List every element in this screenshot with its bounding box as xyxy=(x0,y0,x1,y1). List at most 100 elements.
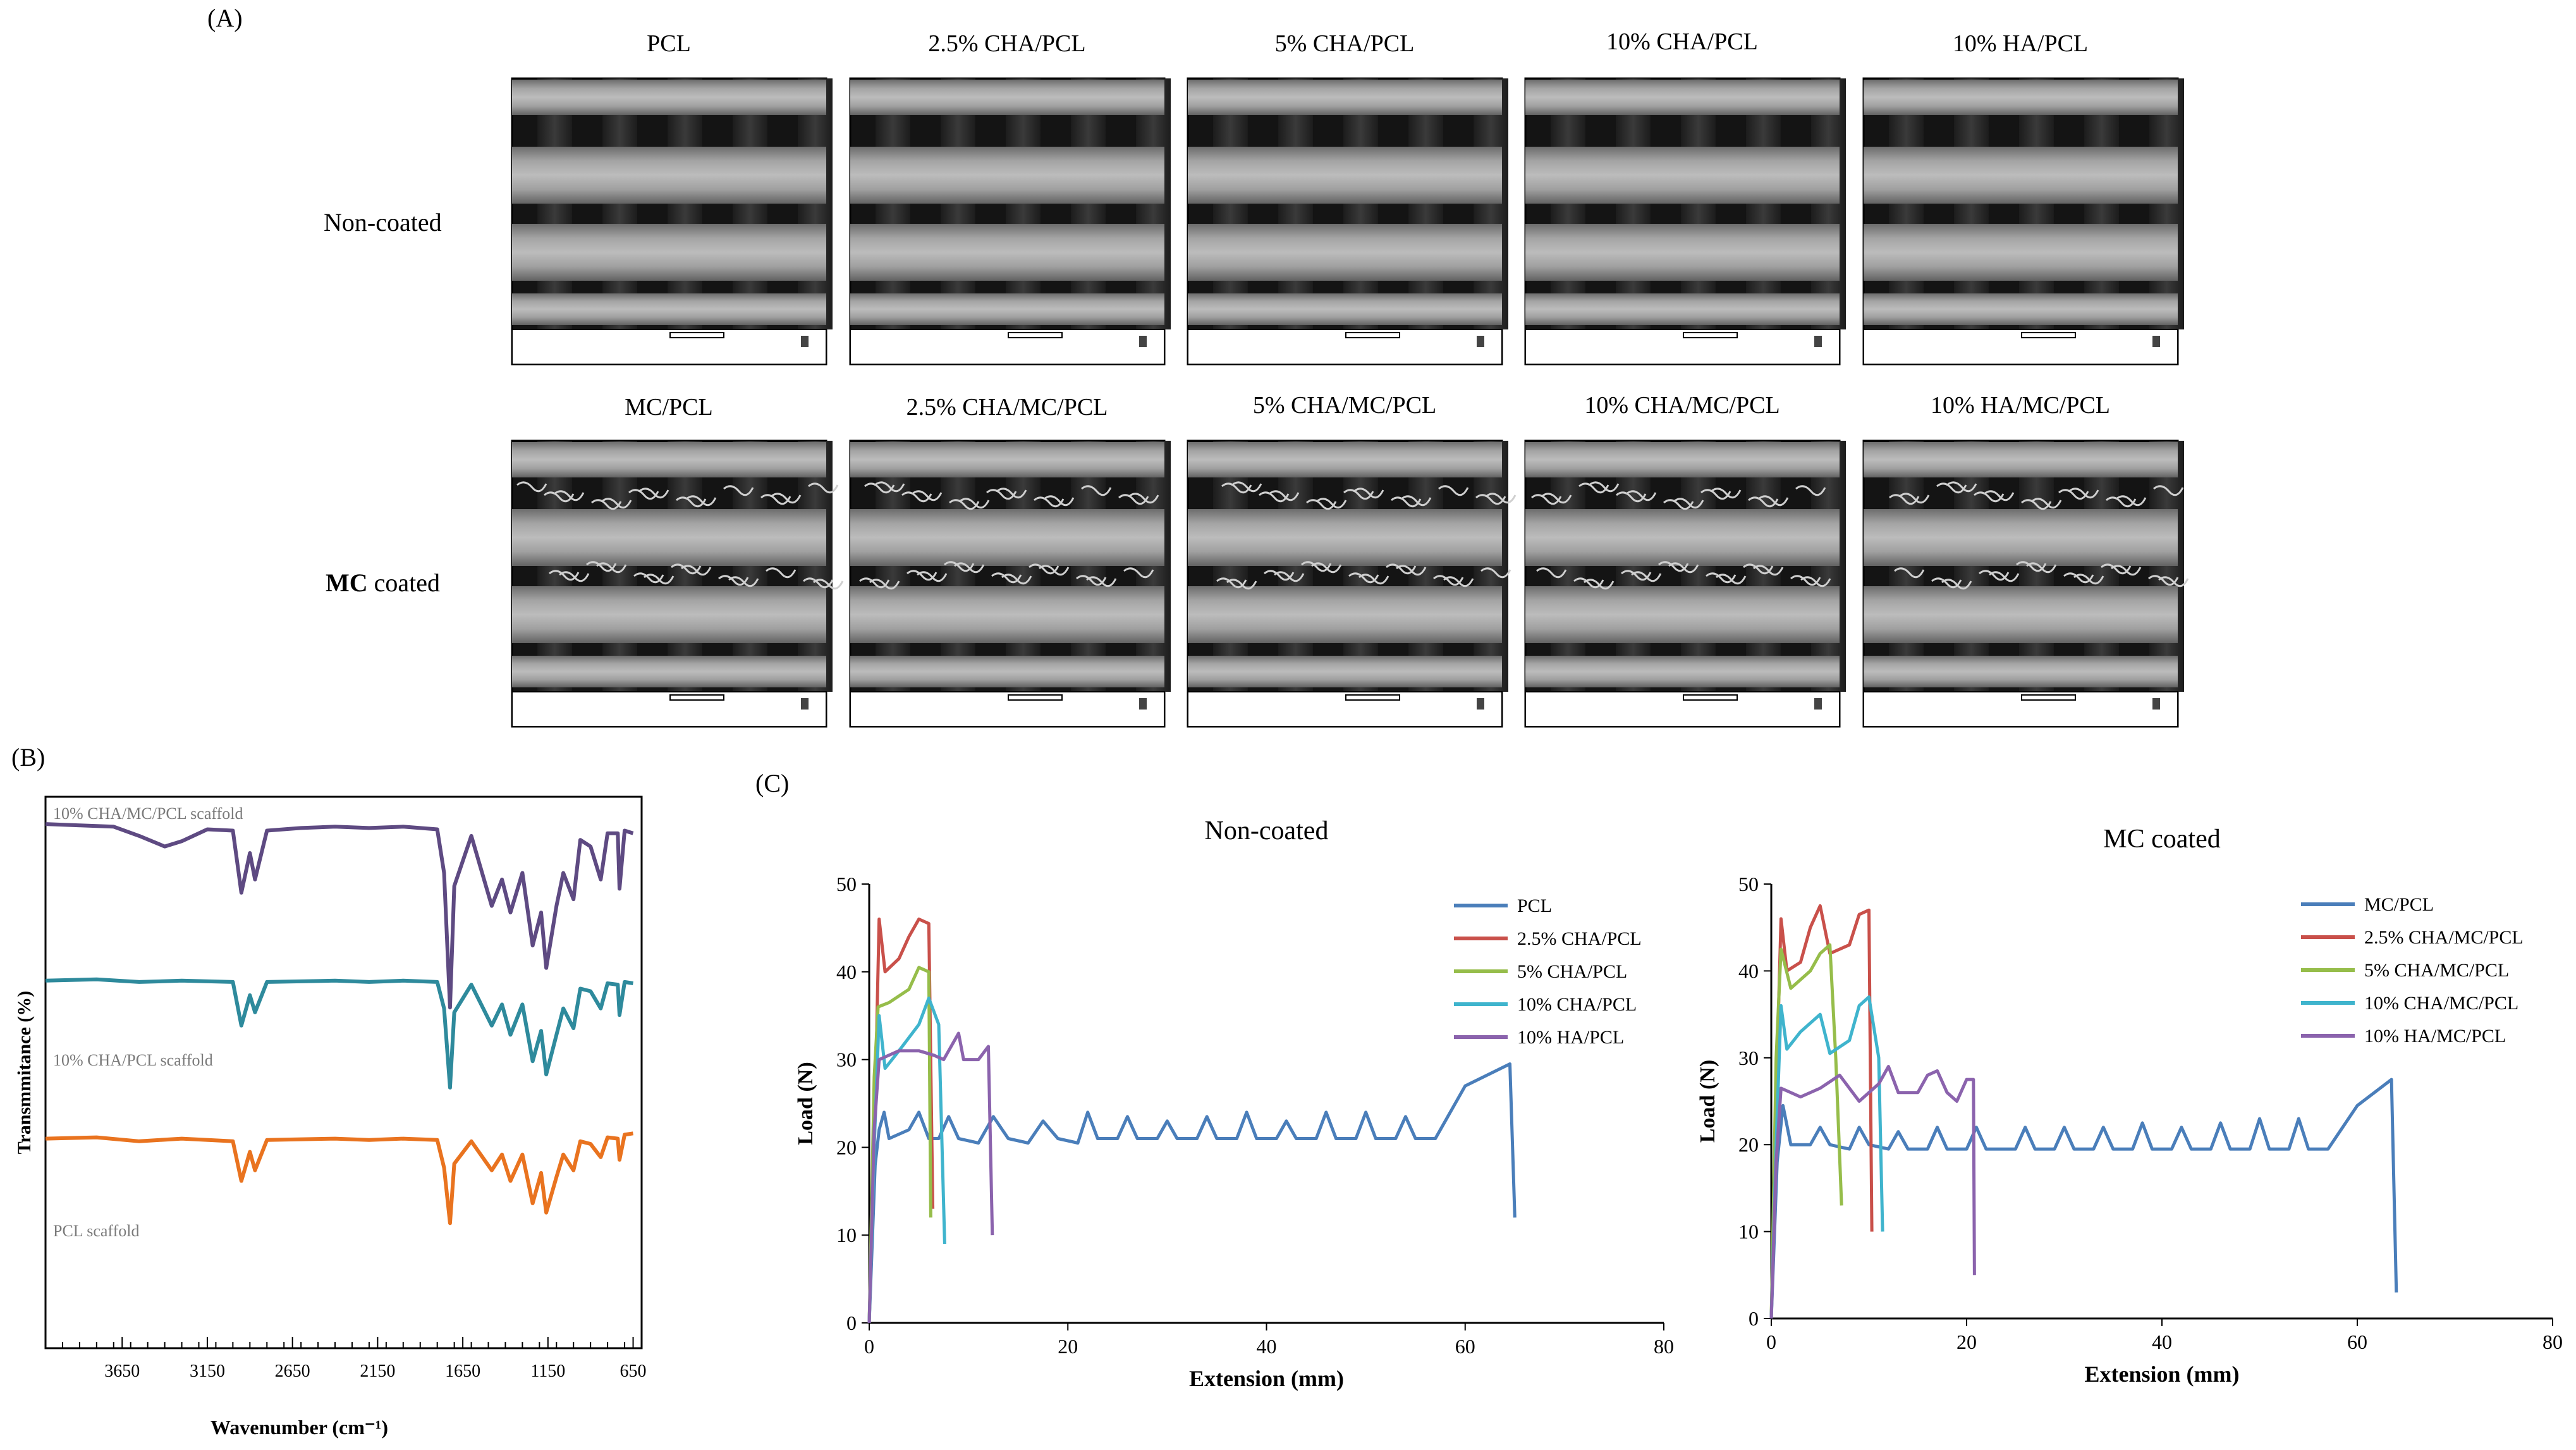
sem-horizontal-fiber xyxy=(1864,509,2178,566)
sem-vertical-fiber xyxy=(1811,441,1846,692)
tensile-x-tick-label: 60 xyxy=(1455,1335,1475,1358)
sem-horizontal-fiber xyxy=(1188,224,1502,281)
sem-vertical-fiber xyxy=(2019,78,2054,329)
tensile-title: MC coated xyxy=(2103,825,2220,854)
sem-horizontal-fiber xyxy=(850,147,1164,204)
sem-coating-strand xyxy=(1626,490,1657,501)
sem-coating-strand xyxy=(1306,499,1337,510)
sem-coating-strand xyxy=(1658,561,1689,572)
sem-coating-strand xyxy=(859,577,890,589)
sem-title: 10% HA/PCL xyxy=(1952,30,2089,57)
tensile-series-line xyxy=(1769,1065,1976,1319)
sem-info-bar xyxy=(1863,691,2178,727)
sem-horizontal-fiber xyxy=(1525,442,1840,477)
sem-horizontal-fiber xyxy=(1864,147,2178,204)
sem-info-bar xyxy=(850,329,1165,365)
sem-vertical-fiber xyxy=(2019,441,2054,692)
ftir-trace-label: 10% CHA/MC/PCL scaffold xyxy=(53,804,243,823)
sem-vertical-fiber xyxy=(1213,78,1248,329)
legend-label: 2.5% CHA/MC/PCL xyxy=(2364,927,2524,948)
sem-coating-strand xyxy=(1316,498,1347,509)
sem-horizontal-fiber xyxy=(1525,224,1840,281)
sem-coating-strand xyxy=(1221,482,1252,494)
sem-title: MC/PCL xyxy=(625,394,713,421)
tensile-y-tick-label: 0 xyxy=(846,1312,857,1334)
tensile-x-tick-label: 80 xyxy=(2542,1330,2563,1353)
sem-coating-strand xyxy=(1931,577,1962,589)
sem-coating-strand xyxy=(803,577,834,589)
sem-coating-strand xyxy=(628,489,659,500)
sem-logo-mark xyxy=(2152,698,2160,710)
ftir-x-tick-label: 1150 xyxy=(530,1361,565,1381)
sem-coating-strand xyxy=(1894,567,1925,579)
sem-vertical-fiber xyxy=(1474,441,1508,692)
legend-label: 5% CHA/PCL xyxy=(1517,961,1627,982)
sem-horizontal-fiber xyxy=(1188,80,1502,115)
ftir-x-tick-label: 3650 xyxy=(104,1361,140,1381)
sem-horizontal-fiber xyxy=(850,656,1164,687)
panel-b-letter: (B) xyxy=(11,743,46,771)
sem-coating-strand xyxy=(2016,561,2047,572)
tensile-y-tick-label: 20 xyxy=(836,1136,857,1158)
sem-vertical-fiber xyxy=(1343,441,1378,692)
legend-label: 10% HA/MC/PCL xyxy=(2364,1026,2506,1047)
sem-horizontal-fiber xyxy=(1864,656,2178,687)
sem-horizontal-fiber xyxy=(1864,442,2178,477)
sem-vertical-fiber xyxy=(876,441,910,692)
sem-coating-strand xyxy=(1486,493,1517,504)
sem-coating-strand xyxy=(1438,485,1469,496)
sem-vertical-fiber xyxy=(1616,441,1651,692)
sem-coating-strand xyxy=(1743,563,1774,575)
sem-horizontal-fiber xyxy=(1864,586,2178,643)
sem-coating-strand xyxy=(1536,567,1567,579)
sem-vertical-fiber xyxy=(1136,78,1171,329)
sem-vertical-fiber xyxy=(733,441,767,692)
sem-horizontal-fiber xyxy=(1188,509,1502,566)
sem-coating-strand xyxy=(1348,572,1379,584)
sem-coating-strand xyxy=(1795,485,1826,496)
tensile-x-tick-label: 80 xyxy=(1654,1335,1674,1358)
sem-coating-strand xyxy=(2021,499,2052,510)
sem-coating-strand xyxy=(944,561,975,572)
panel-c-letter: (C) xyxy=(755,769,790,797)
ftir-trace xyxy=(45,1131,633,1226)
sem-logo-mark xyxy=(801,336,809,347)
sem-horizontal-fiber xyxy=(512,147,826,204)
tensile-y-tick-label: 40 xyxy=(1738,959,1759,982)
sem-coating-strand xyxy=(1480,567,1511,579)
sem-vertical-fiber xyxy=(1616,78,1651,329)
sem-vertical-fiber xyxy=(1343,78,1378,329)
sem-coating-strand xyxy=(2101,563,2132,575)
tensile-x-tick-label: 20 xyxy=(1058,1335,1078,1358)
tensile-x-tick-label: 0 xyxy=(864,1335,874,1358)
sem-horizontal-fiber xyxy=(512,293,826,325)
sem-horizontal-fiber xyxy=(1864,293,2178,325)
tensile-x-tick-label: 20 xyxy=(1956,1330,1977,1353)
sem-vertical-fiber xyxy=(941,78,975,329)
ftir-x-tick-label: 2650 xyxy=(275,1361,310,1381)
tensile-y-tick-label: 50 xyxy=(836,873,857,895)
sem-coating-strand xyxy=(671,563,702,575)
tensile-series-line xyxy=(867,1062,1517,1324)
sem-vertical-fiber xyxy=(1408,78,1443,329)
sem-coating-strand xyxy=(986,489,1017,500)
sem-micrograph xyxy=(1187,77,1508,366)
sem-logo-mark xyxy=(1477,336,1484,347)
sem-coating-strand xyxy=(1979,570,2010,581)
tensile-series-line xyxy=(1769,1078,2398,1319)
sem-coating-strand xyxy=(591,499,622,510)
legend-label: 10% HA/PCL xyxy=(1517,1027,1624,1048)
sem-info-bar xyxy=(1525,329,1840,365)
sem-coating-strand xyxy=(2058,489,2089,500)
sem-coating-strand xyxy=(1475,494,1506,505)
sem-coating-strand xyxy=(516,481,547,493)
tensile-series-line xyxy=(867,1031,994,1324)
sem-logo-mark xyxy=(2152,336,2160,347)
sem-horizontal-fiber xyxy=(850,586,1164,643)
sem-coating-strand xyxy=(554,490,585,501)
tensile-x-tick-label: 40 xyxy=(2152,1330,2172,1353)
sem-coating-strand xyxy=(2063,572,2094,584)
sem-coating-strand xyxy=(1118,494,1149,505)
sem-info-bar xyxy=(511,329,827,365)
